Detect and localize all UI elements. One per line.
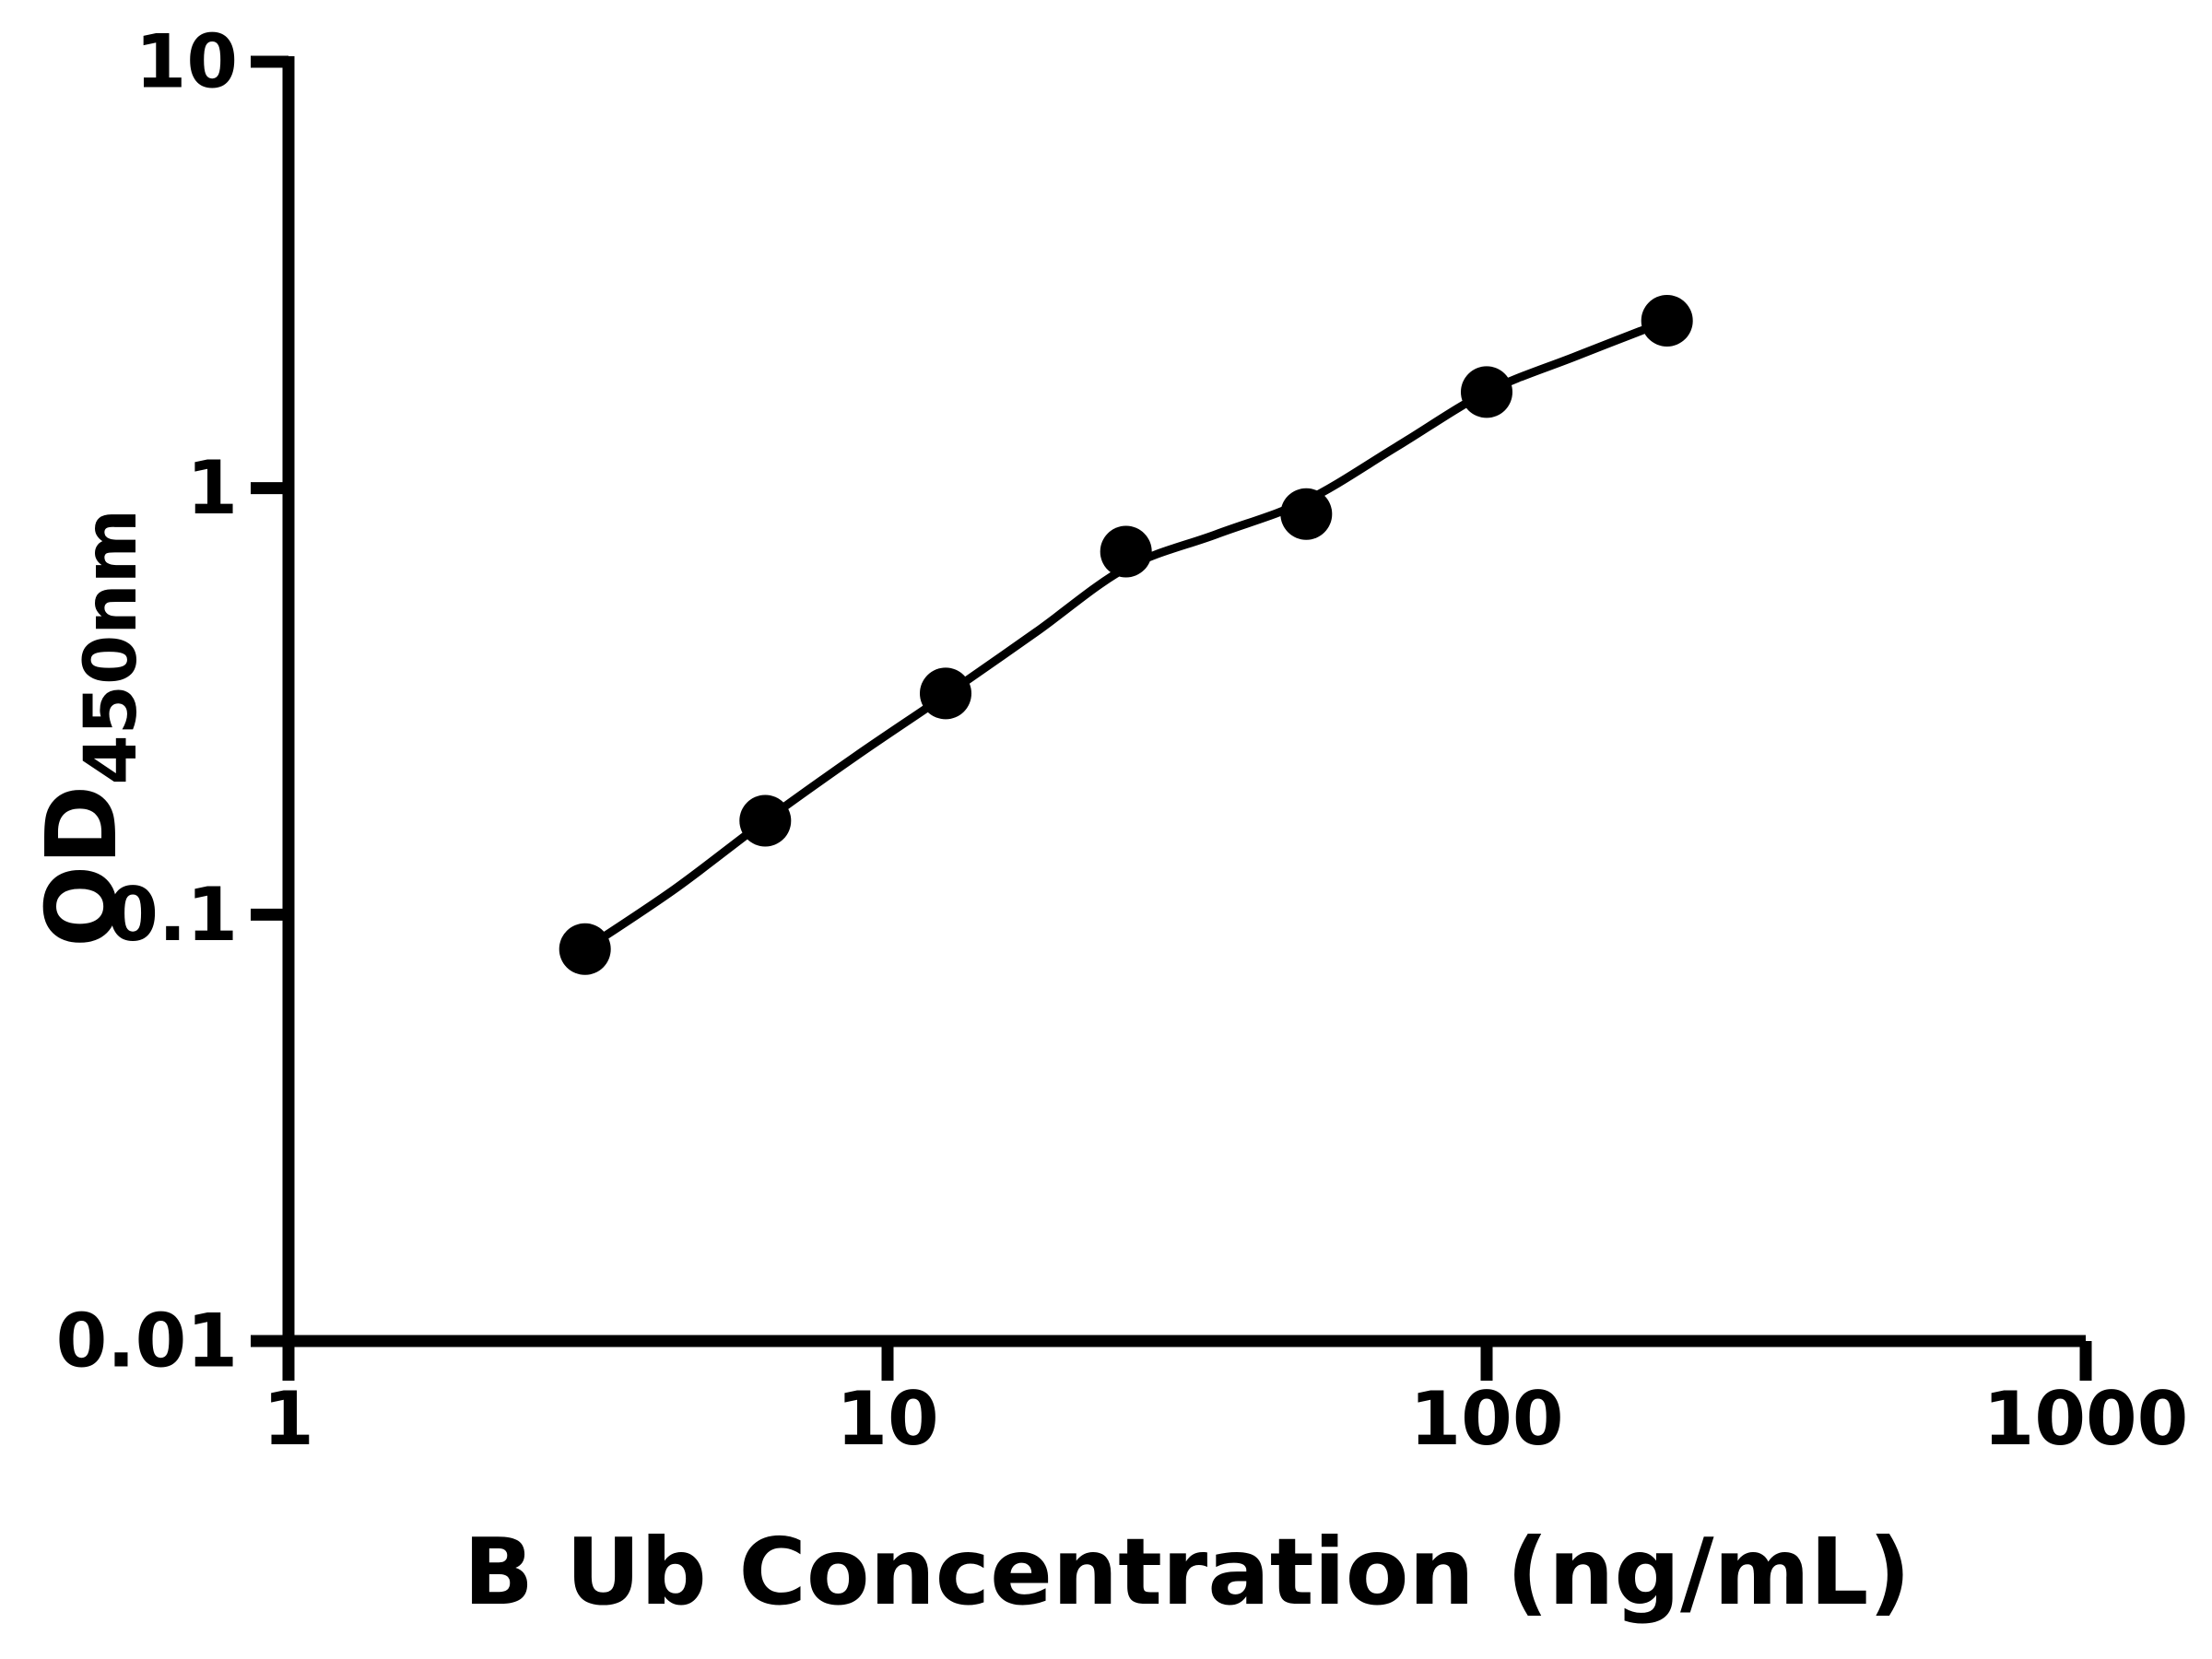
y-axis-title-main: OD [26, 785, 138, 947]
fit-curve-line [581, 316, 1672, 954]
y-axis-title-subscript: 450nm [70, 509, 153, 785]
data-point [1280, 488, 1333, 540]
y-tick-label: 0.1 [107, 872, 238, 958]
x-tick-label: 1 [263, 1376, 314, 1462]
x-tick-label: 1000 [1983, 1376, 2189, 1462]
data-point [920, 667, 971, 720]
axis-tick-labels: 10 1 0.1 0.01 1 10 100 1000 [56, 19, 2189, 1463]
x-tick-label: 10 [836, 1376, 938, 1462]
y-tick-label: 1 [186, 445, 238, 531]
y-tick-label: 10 [135, 19, 238, 105]
axis-ticks [251, 55, 2092, 1381]
data-points [559, 295, 1693, 975]
x-axis-title: B Ub Concentration (ng/mL) [464, 1518, 1911, 1626]
y-tick-label: 0.01 [56, 1299, 238, 1384]
data-point [1461, 366, 1512, 418]
data-point [559, 923, 611, 975]
data-point [1641, 295, 1693, 347]
x-tick-label: 100 [1410, 1376, 1564, 1462]
data-point [1100, 525, 1152, 578]
axis-spines [282, 56, 2086, 1347]
y-axis-title: OD450nm [26, 509, 153, 947]
data-point [739, 794, 792, 847]
